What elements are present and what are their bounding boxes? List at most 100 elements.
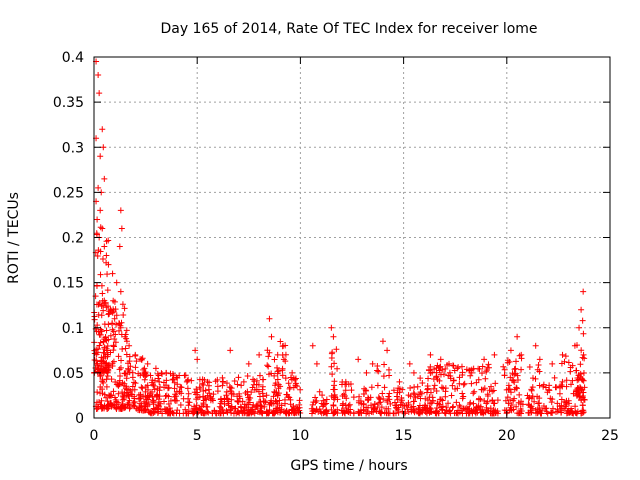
data-point [330, 333, 337, 340]
data-point [125, 392, 132, 399]
data-point [282, 375, 289, 382]
data-point [562, 353, 569, 360]
data-point [112, 379, 119, 386]
data-point [559, 351, 566, 358]
data-point [501, 366, 508, 373]
data-point [132, 380, 139, 387]
data-point [328, 363, 335, 370]
data-point [100, 338, 107, 345]
data-point [212, 378, 219, 385]
data-point [414, 383, 421, 390]
data-point [111, 298, 118, 305]
data-point [100, 349, 107, 356]
data-point [573, 410, 580, 417]
data-point [470, 390, 477, 397]
data-point [492, 409, 499, 416]
data-point [580, 351, 587, 358]
data-point [163, 369, 170, 376]
data-point [240, 378, 247, 385]
data-point [97, 224, 104, 231]
data-point [155, 396, 162, 403]
data-point [150, 399, 157, 406]
data-point [123, 327, 130, 334]
data-point [155, 402, 162, 409]
data-point [433, 365, 440, 372]
data-point [115, 320, 122, 327]
data-point [129, 369, 136, 376]
data-point [411, 406, 418, 413]
data-point [272, 380, 279, 387]
data-point [487, 410, 494, 417]
data-point [343, 395, 350, 402]
y-tick-label: 0.1 [62, 321, 84, 337]
data-point [568, 405, 575, 412]
data-point [375, 400, 382, 407]
data-point [223, 380, 230, 387]
data-point [219, 374, 226, 381]
data-point [182, 372, 189, 379]
data-point [513, 403, 520, 410]
data-point [437, 356, 444, 363]
data-point [536, 405, 543, 412]
data-point [518, 351, 525, 358]
data-point [156, 378, 163, 385]
x-tick-label: 5 [193, 428, 202, 444]
data-point [394, 406, 401, 413]
data-point [266, 315, 273, 322]
data-point [121, 305, 128, 312]
data-point [460, 405, 467, 412]
data-point [309, 401, 316, 408]
data-point [227, 387, 234, 394]
data-point [103, 238, 110, 245]
data-point [563, 377, 570, 384]
data-point [551, 374, 558, 381]
data-point [447, 375, 454, 382]
data-point [253, 403, 260, 410]
data-point [363, 369, 370, 376]
data-point [218, 410, 225, 417]
data-point [414, 393, 421, 400]
data-point [319, 392, 326, 399]
data-point [216, 403, 223, 410]
data-point [296, 397, 303, 404]
data-point [105, 261, 112, 268]
data-point [109, 270, 116, 277]
data-point [131, 398, 138, 405]
data-point [378, 404, 385, 411]
data-point [547, 409, 554, 416]
data-point [579, 377, 586, 384]
data-point [264, 347, 271, 354]
data-point [185, 390, 192, 397]
data-point [253, 381, 260, 388]
data-point [115, 390, 122, 397]
data-point [248, 410, 255, 417]
data-point [199, 380, 206, 387]
data-point [112, 331, 119, 338]
data-point [174, 381, 181, 388]
data-point [481, 356, 488, 363]
data-point [265, 353, 272, 360]
data-point [511, 379, 518, 386]
data-point [417, 375, 424, 382]
data-point [439, 403, 446, 410]
data-point [419, 380, 426, 387]
data-point [99, 404, 106, 411]
data-point [374, 382, 381, 389]
data-point [407, 385, 414, 392]
data-point [94, 322, 101, 329]
data-point [200, 388, 207, 395]
data-point [235, 374, 242, 381]
plot-frame [93, 56, 611, 419]
data-point [480, 386, 487, 393]
data-point [558, 409, 565, 416]
data-point [395, 409, 402, 416]
data-point [99, 225, 106, 232]
data-point [126, 405, 133, 412]
data-point [484, 391, 491, 398]
data-point [174, 407, 181, 414]
data-point [455, 407, 462, 414]
data-point [482, 375, 489, 382]
data-point [375, 368, 382, 375]
data-point [406, 360, 413, 367]
data-point [568, 381, 575, 388]
